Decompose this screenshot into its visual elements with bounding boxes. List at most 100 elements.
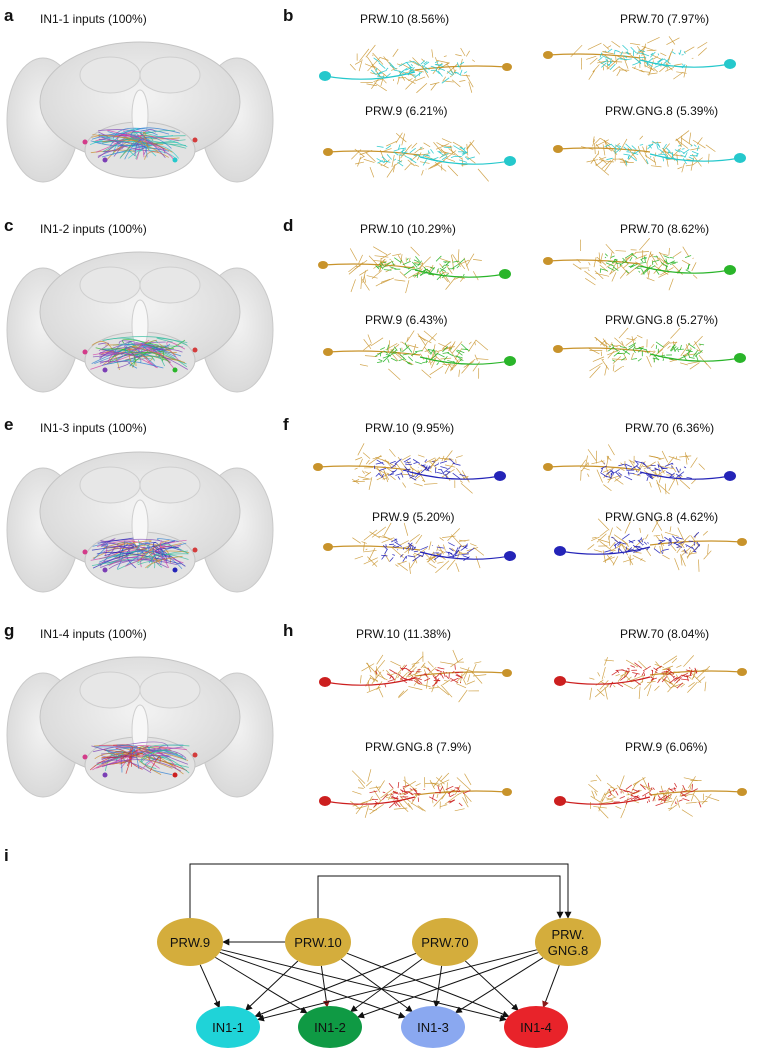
brain-input-fiber xyxy=(101,759,182,772)
gold-neuron-branch xyxy=(615,805,622,810)
input-neuron-branch xyxy=(386,344,390,351)
gold-neuron-branch xyxy=(388,793,392,801)
gold-neuron-branch xyxy=(369,796,373,802)
input-neuron-branch xyxy=(604,143,612,148)
gold-neuron-branch xyxy=(586,159,598,163)
gold-neuron-branch xyxy=(642,465,653,467)
gold-neuron-branch xyxy=(357,443,365,456)
gold-neuron-branch xyxy=(409,665,416,671)
input-neuron-branch xyxy=(621,357,626,361)
input-neuron-branch xyxy=(380,347,385,350)
input-neuron-branch xyxy=(656,141,661,148)
input-neuron-branch xyxy=(690,669,693,676)
input-neuron-branch xyxy=(449,547,454,552)
input-neuron-branch xyxy=(393,158,397,161)
gold-neuron-branch xyxy=(612,356,622,364)
input-neuron-branch xyxy=(456,65,461,68)
gold-neuron-branch xyxy=(405,78,416,85)
input-neuron-branch xyxy=(395,473,402,476)
gold-neuron-branch xyxy=(580,146,594,150)
neuron-morphology xyxy=(543,36,736,80)
brain-input-fiber xyxy=(124,136,172,160)
gold-neuron-branch xyxy=(597,59,610,70)
input-neuron-branch xyxy=(455,790,460,793)
gold-neuron-branch xyxy=(458,550,463,554)
input-neuron-branch xyxy=(378,472,382,477)
input-neuron-branch xyxy=(411,261,418,268)
gold-neuron-branch xyxy=(596,256,607,266)
gold-neuron-branch xyxy=(690,457,698,468)
input-neuron-branch xyxy=(393,149,400,152)
gold-neuron-branch xyxy=(696,137,703,145)
gold-neuron-branch xyxy=(655,520,663,531)
input-neuron-branch xyxy=(399,347,402,353)
input-neuron-branch xyxy=(383,269,392,271)
gold-neuron-branch xyxy=(701,793,712,805)
input-neuron-branch xyxy=(664,536,671,542)
node-prw70-shape xyxy=(412,918,478,966)
gold-neuron-branch xyxy=(588,783,598,793)
input-neuron-branch xyxy=(447,360,455,363)
edge-prw70-in14 xyxy=(464,960,519,1011)
gold-neuron-branch xyxy=(376,681,383,691)
gold-neuron-branch xyxy=(598,156,608,165)
input-neuron-branch xyxy=(622,349,631,355)
input-neuron-soma xyxy=(319,677,331,687)
input-neuron-branch xyxy=(619,345,627,349)
gold-neuron-branch xyxy=(621,340,624,346)
input-neuron-branch xyxy=(634,265,641,270)
gold-neuron-branch xyxy=(443,80,454,83)
gold-neuron-branch xyxy=(680,342,691,357)
input-neuron-branch xyxy=(406,62,413,69)
input-neuron-branch xyxy=(415,670,421,673)
input-neuron-branch xyxy=(693,531,700,538)
brain-input-fiber xyxy=(106,744,138,751)
input-neuron-branch xyxy=(383,350,389,354)
gold-neuron-branch xyxy=(446,63,459,74)
node-prw10-label: PRW.10 xyxy=(294,935,341,950)
input-neuron-branch xyxy=(615,790,619,796)
gold-neuron-branch xyxy=(440,684,453,698)
input-neuron-branch xyxy=(648,145,653,149)
input-neuron-branch xyxy=(454,549,459,556)
input-neuron-branch xyxy=(413,550,419,553)
input-neuron-branch xyxy=(606,157,613,161)
gold-neuron-branch xyxy=(697,41,708,49)
gold-neuron-branch xyxy=(379,149,386,162)
input-neuron-branch xyxy=(385,544,387,548)
brain-soma-dot xyxy=(192,137,198,143)
gold-neuron-branch xyxy=(615,250,627,252)
gold-neuron-branch xyxy=(452,141,463,148)
gold-neuron-branch xyxy=(647,72,658,75)
gold-neuron-branch xyxy=(660,790,670,803)
gold-neuron-branch xyxy=(372,246,388,256)
gold-neuron-branch xyxy=(359,48,370,61)
gold-neuron-branch xyxy=(660,253,669,256)
input-neuron-branch xyxy=(618,145,622,148)
brain-input-fiber xyxy=(135,142,179,160)
gold-neuron-branch xyxy=(366,275,378,279)
input-neuron-branch xyxy=(654,64,661,68)
gold-neuron-branch xyxy=(672,154,683,157)
gold-neuron-branch xyxy=(452,649,459,663)
brain-input-fiber xyxy=(128,361,164,369)
input-neuron-branch xyxy=(443,356,448,361)
brain-input-fiber xyxy=(122,339,159,346)
input-neuron-branch xyxy=(685,669,690,672)
node-in14: IN1-4 xyxy=(504,1006,568,1048)
gold-neuron-branch xyxy=(680,362,688,366)
gold-neuron-branch xyxy=(458,369,460,377)
input-neuron-branch xyxy=(417,260,423,267)
input-neuron-branch xyxy=(622,257,629,265)
input-neuron-branch xyxy=(662,548,669,551)
brain-soma-dot xyxy=(82,549,88,555)
gold-neuron-branch xyxy=(591,790,595,799)
input-neuron-branch xyxy=(626,784,633,790)
gold-neuron-branch xyxy=(475,555,481,569)
gold-neuron-branch xyxy=(386,167,395,178)
node-in14-shape xyxy=(504,1006,568,1048)
input-neuron-branch xyxy=(640,259,644,263)
brain-soma-dot xyxy=(192,347,198,353)
gold-neuron-branch xyxy=(683,777,698,782)
input-neuron-branch xyxy=(662,64,669,68)
